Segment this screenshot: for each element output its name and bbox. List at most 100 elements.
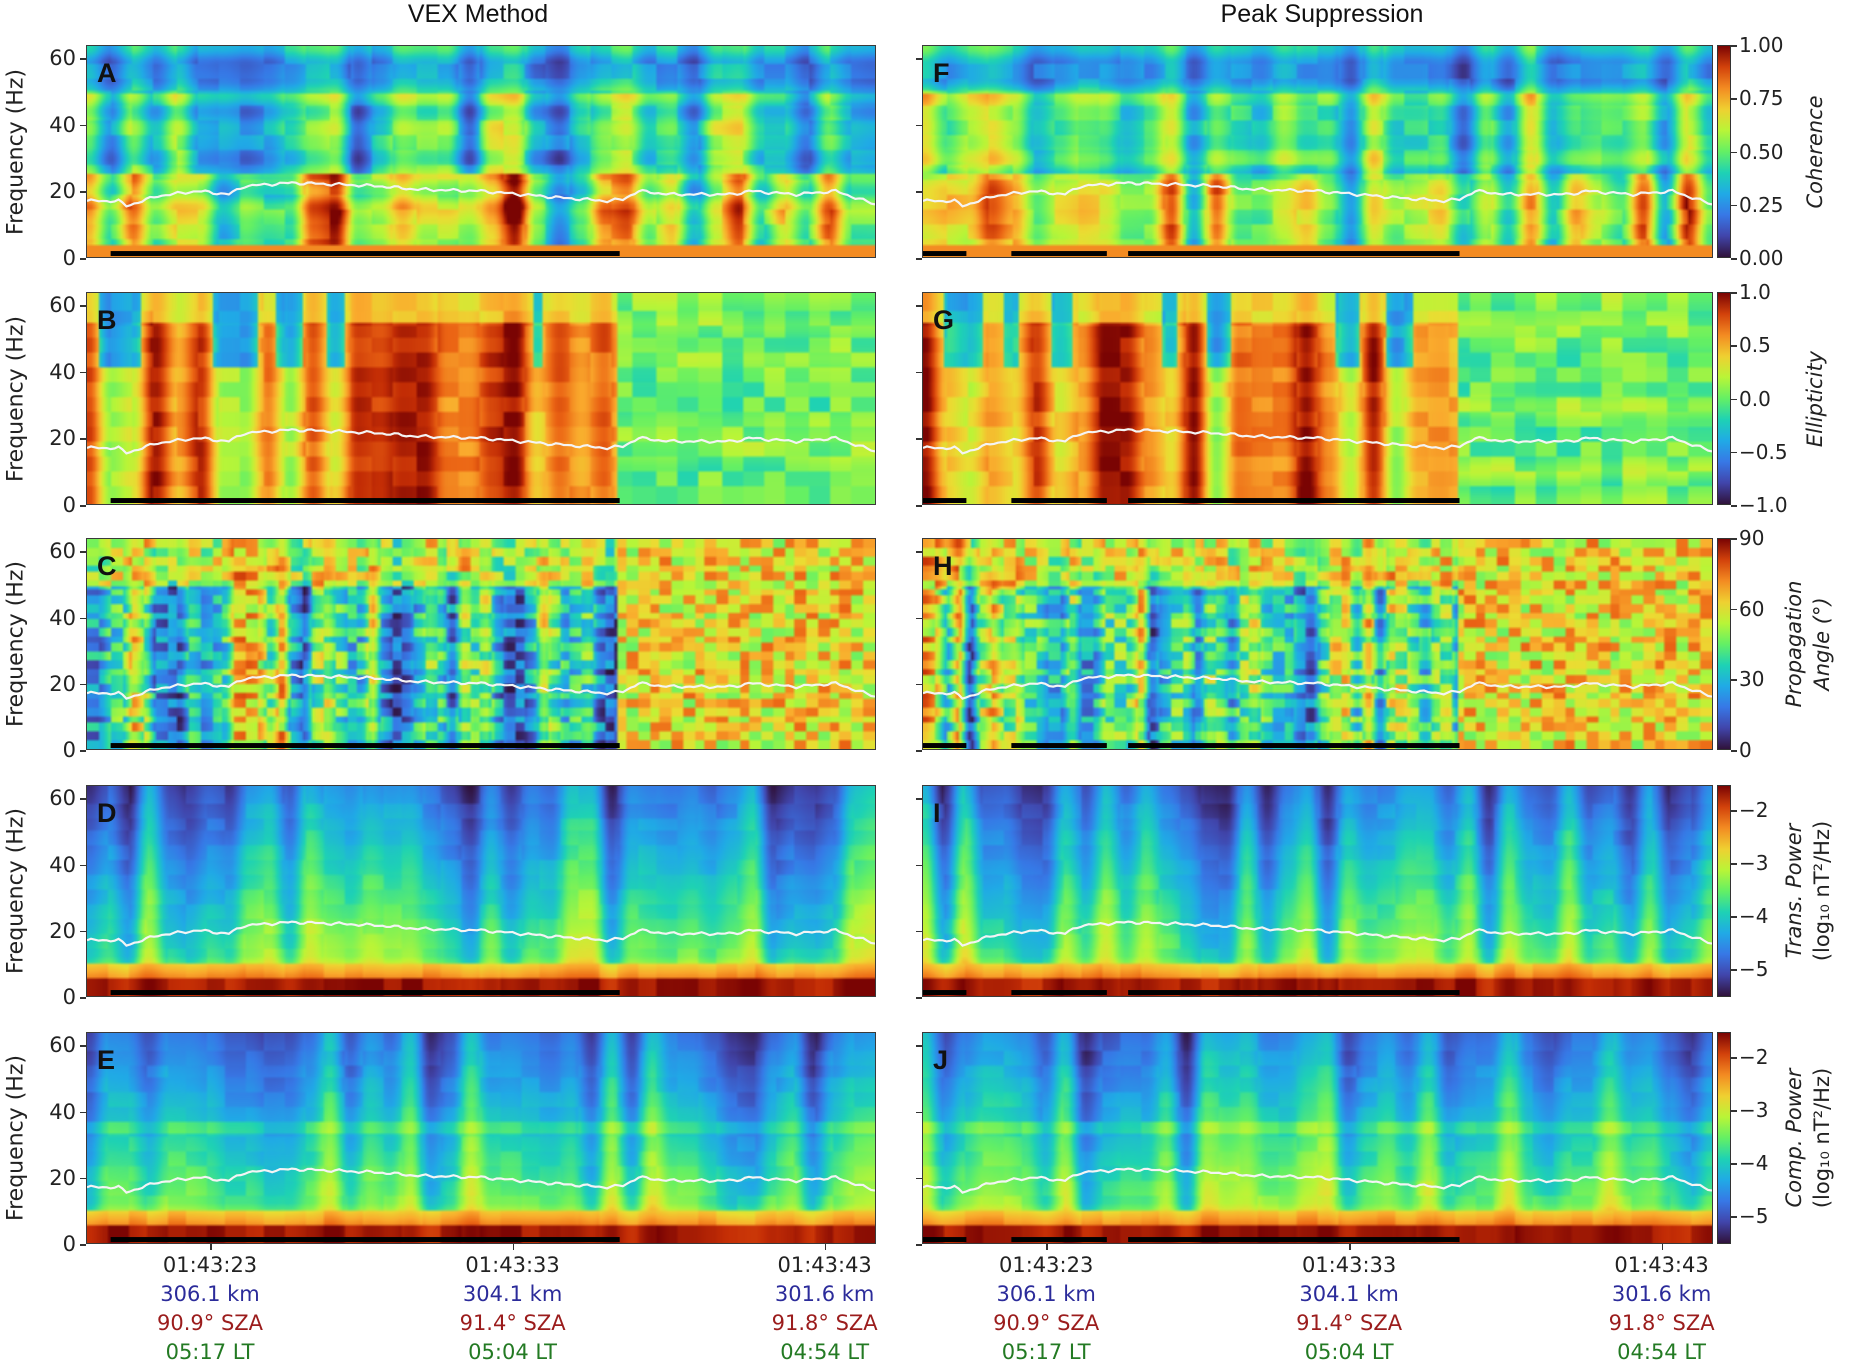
x-tick-altitude: 301.6 km: [1611, 1282, 1712, 1306]
x-tick-label-group: 01:43:43 301.6 km 91.8° SZA 04:54 LT: [772, 1251, 878, 1367]
x-tick-time: 01:43:33: [1301, 1253, 1397, 1277]
colorbar-tick-label: 0.00: [1739, 246, 1784, 270]
y-tick-mark: [916, 930, 922, 933]
colorbar-tick-mark: [1731, 1216, 1737, 1218]
heatmap-canvas: [923, 539, 1712, 749]
colorbar-tick-label: 90: [1739, 526, 1765, 550]
panel-letter: E: [97, 1045, 116, 1075]
colorbar-tick-label: 60: [1739, 596, 1765, 621]
gyrofrequency-line: [87, 181, 875, 208]
gyrofrequency-line: [923, 1167, 1712, 1194]
interval-bar: [923, 1237, 967, 1243]
y-tick-label: 40: [49, 112, 76, 137]
y-axis-label: Frequency (Hz): [3, 561, 29, 727]
y-tick-mark: [916, 750, 922, 752]
interval-bar: [1011, 1237, 1107, 1243]
colorbar-tick-label: −2: [1739, 1045, 1769, 1070]
colorbar-tick-mark: [1731, 1110, 1737, 1112]
colorbar-tick-label: 1.00: [1739, 33, 1784, 57]
colorbar-tick-label: 0.5: [1739, 333, 1771, 358]
spectrogram-panel-i: I: [922, 785, 1713, 997]
y-tick-mark: [916, 1045, 922, 1047]
colorbar-tick-mark: [1731, 45, 1737, 47]
x-tick-label-group: 01:43:33 304.1 km 91.4° SZA 05:04 LT: [460, 1251, 566, 1367]
y-tick-mark: [80, 305, 86, 307]
spectrogram-panel-d: D: [86, 785, 876, 997]
y-tick-label: 40: [49, 852, 76, 877]
colorbar-label: Comp. Power (log₁₀ nT²/Hz): [1780, 1068, 1836, 1208]
panel-letter: A: [97, 58, 117, 88]
x-tick-sza: 91.4° SZA: [1296, 1311, 1403, 1335]
spectrogram-panel-a: A: [86, 45, 876, 258]
spectrogram-panel-f: F: [922, 45, 1713, 258]
x-tick-time: 01:43:23: [999, 1253, 1094, 1277]
colorbar-tick-mark: [1731, 505, 1737, 507]
interval-bar: [1011, 498, 1107, 504]
y-tick-mark: [916, 505, 922, 507]
column-title-vex: VEX Method: [407, 0, 549, 28]
overlay: [87, 1167, 875, 1243]
x-tick-altitude: 306.1 km: [996, 1282, 1096, 1306]
y-axis-label: Frequency (Hz): [3, 68, 29, 235]
y-tick-mark: [80, 1111, 86, 1113]
y-tick-label: 20: [49, 179, 76, 204]
y-tick-label: 0: [62, 1232, 76, 1256]
x-tick-local-time: 05:04 LT: [1304, 1340, 1394, 1364]
y-tick-label: 20: [49, 1165, 76, 1190]
x-tick-label-group: 01:43:23 306.1 km 90.9° SZA 05:17 LT: [993, 1251, 1099, 1367]
interval-bar: [110, 498, 620, 504]
overlay: [923, 428, 1712, 504]
gyrofrequency-line: [87, 1167, 875, 1194]
y-tick-mark: [916, 1111, 922, 1113]
colorbar-tick-mark: [1731, 969, 1737, 971]
x-tick-label-group: 01:43:23 306.1 km 90.9° SZA 05:17 LT: [157, 1251, 263, 1367]
y-tick-mark: [80, 683, 86, 686]
colorbar-tick-mark: [1731, 345, 1737, 347]
y-axis-label: Frequency (Hz): [3, 1055, 29, 1221]
colorbar-label-line2: (log₁₀ nT²/Hz): [1810, 1067, 1834, 1209]
gyrofrequency-line: [923, 428, 1712, 455]
y-tick-mark: [80, 258, 86, 260]
colorbar-label-line1: Propagation: [1782, 580, 1806, 708]
x-tick-sza: 91.8° SZA: [771, 1311, 878, 1335]
colorbar-tick-mark: [1731, 258, 1737, 260]
colorbar-tick-mark: [1731, 451, 1737, 454]
heatmap-canvas: [923, 293, 1712, 504]
y-tick-label: 60: [49, 46, 76, 71]
y-tick-mark: [916, 371, 922, 374]
heatmap-canvas: [87, 786, 875, 996]
interval-bar: [110, 1237, 620, 1243]
colorbar-tick-label: −5: [1739, 957, 1769, 982]
heatmap-canvas: [87, 46, 875, 257]
colorbar-tick-mark: [1731, 1057, 1737, 1059]
y-tick-mark: [916, 997, 922, 999]
interval-bar: [1011, 743, 1107, 749]
interval-bar: [923, 990, 967, 996]
x-tick-sza: 90.9° SZA: [157, 1311, 264, 1335]
spectrogram-panel-g: G: [922, 292, 1713, 505]
panel-letter: B: [97, 305, 117, 335]
x-tick-local-time: 05:17 LT: [1001, 1340, 1091, 1364]
x-tick-altitude: 306.1 km: [160, 1282, 260, 1306]
x-tick-mark: [1046, 1244, 1048, 1250]
overlay: [87, 920, 875, 996]
x-tick-label-group: 01:43:43 301.6 km 91.8° SZA 04:54 LT: [1609, 1251, 1715, 1367]
colorbar-coherence: [1717, 45, 1731, 258]
heatmap-canvas: [923, 46, 1712, 257]
interval-bar: [1128, 743, 1460, 749]
y-tick-mark: [916, 617, 922, 619]
y-tick-label: 20: [49, 671, 76, 696]
y-tick-mark: [916, 191, 922, 193]
colorbar-tick-label: 0.50: [1739, 139, 1784, 164]
heatmap-canvas: [923, 1033, 1712, 1243]
colorbar-tick-label: −4: [1739, 904, 1769, 929]
interval-bar: [1128, 990, 1460, 996]
colorbar-tick-mark: [1731, 292, 1737, 294]
colorbar-label: Propagation Angle (°): [1780, 581, 1836, 708]
colorbar-transverse-power: [1717, 785, 1731, 997]
heatmap-canvas: [87, 1033, 875, 1243]
colorbar-tick-mark: [1731, 608, 1737, 611]
spectrogram-panel-h: H: [922, 538, 1713, 750]
gyrofrequency-line: [87, 673, 875, 700]
colorbar-ellipticity: [1717, 292, 1731, 505]
